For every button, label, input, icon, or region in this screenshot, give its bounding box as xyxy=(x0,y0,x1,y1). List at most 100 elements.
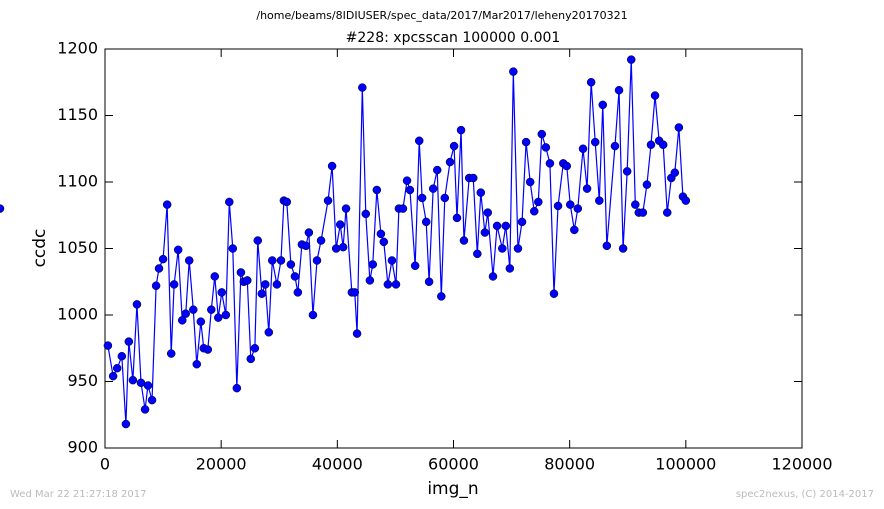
data-point xyxy=(410,261,420,271)
data-point xyxy=(488,272,498,281)
data-point xyxy=(282,197,292,207)
data-point xyxy=(151,281,161,290)
data-point xyxy=(232,383,242,393)
data-point xyxy=(517,217,527,227)
data-point xyxy=(570,225,579,235)
data-point xyxy=(646,140,656,150)
data-point xyxy=(166,349,176,358)
data-point xyxy=(405,185,415,195)
data-point xyxy=(228,244,238,253)
data-point xyxy=(417,193,427,203)
data-point xyxy=(537,129,547,139)
data-point xyxy=(338,242,348,252)
data-point xyxy=(316,236,326,245)
data-point xyxy=(128,375,138,385)
data-point xyxy=(509,67,518,76)
footer-left: Wed Mar 22 21:27:18 2017 xyxy=(10,489,146,500)
y-tick-label: 950 xyxy=(67,371,98,390)
data-point xyxy=(513,244,523,253)
data-point xyxy=(681,196,691,205)
data-point xyxy=(414,136,424,146)
data-point xyxy=(521,137,531,147)
data-point xyxy=(103,341,113,350)
suptitle: /home/beams/8IDIUSER/spec_data/2017/Mar2… xyxy=(256,9,627,22)
data-point xyxy=(602,241,612,251)
y-axis-label: ccdc xyxy=(30,229,50,268)
data-point xyxy=(323,196,333,205)
data-point xyxy=(372,185,382,195)
data-point xyxy=(132,300,142,309)
x-tick-label: 80000 xyxy=(544,455,595,474)
data-point xyxy=(147,395,157,405)
x-axis-label: img_n xyxy=(427,479,478,499)
data-point xyxy=(449,141,459,151)
data-point xyxy=(492,221,502,231)
data-point xyxy=(387,256,397,265)
data-point xyxy=(445,157,455,167)
data-point xyxy=(312,256,322,265)
x-tick-label: 100000 xyxy=(655,455,716,474)
data-point xyxy=(203,345,213,354)
data-point xyxy=(573,204,583,213)
data-point xyxy=(424,277,434,286)
data-point xyxy=(308,310,318,320)
data-point xyxy=(143,381,153,390)
data-point xyxy=(290,272,300,281)
data-point xyxy=(379,237,389,247)
data-point xyxy=(217,288,226,297)
data-point xyxy=(565,200,575,209)
data-point xyxy=(549,289,559,298)
y-tick-label: 1150 xyxy=(57,105,98,124)
y-tick-label: 1100 xyxy=(57,172,98,191)
data-point xyxy=(341,204,351,213)
data-point xyxy=(534,197,543,207)
data-point xyxy=(214,313,223,322)
data-point xyxy=(181,309,190,318)
data-point xyxy=(483,208,493,217)
data-point xyxy=(358,83,367,92)
data-point xyxy=(352,329,362,338)
data-point xyxy=(276,256,286,265)
data-point xyxy=(398,204,408,213)
data-point xyxy=(402,176,412,185)
data-point xyxy=(582,184,592,193)
chart-title: #228: xpcsscan 100000 0.001 xyxy=(346,30,561,46)
data-point xyxy=(670,168,680,177)
data-point xyxy=(626,55,636,64)
data-point xyxy=(361,209,371,219)
data-point xyxy=(642,180,652,189)
x-tick-label: 120000 xyxy=(771,455,832,474)
data-point xyxy=(335,220,345,229)
data-point xyxy=(545,159,555,168)
data-point xyxy=(610,141,620,151)
data-point xyxy=(184,256,194,265)
data-point xyxy=(189,305,198,314)
data-point xyxy=(383,280,393,289)
data-point xyxy=(154,264,164,273)
data-point xyxy=(622,167,632,176)
data-point xyxy=(631,200,640,209)
data-point xyxy=(674,123,684,132)
y-tick-label: 1050 xyxy=(57,238,98,257)
x-tick-label: 60000 xyxy=(428,455,479,474)
data-point xyxy=(376,229,386,239)
data-point xyxy=(650,91,660,100)
data-point xyxy=(459,236,469,245)
y-tick-label: 1000 xyxy=(57,305,98,324)
data-point xyxy=(272,280,282,289)
data-point xyxy=(505,264,515,273)
data-point xyxy=(196,317,206,326)
data-point xyxy=(158,254,168,264)
data-point xyxy=(595,196,604,205)
data-point xyxy=(140,405,150,414)
data-point xyxy=(253,236,263,245)
data-point xyxy=(293,288,303,297)
data-point xyxy=(169,280,179,289)
data-point xyxy=(618,244,628,253)
data-point xyxy=(440,193,450,203)
data-point xyxy=(178,316,187,325)
data-point xyxy=(590,137,600,147)
data-point xyxy=(250,344,260,353)
x-tick-label: 40000 xyxy=(312,455,363,474)
